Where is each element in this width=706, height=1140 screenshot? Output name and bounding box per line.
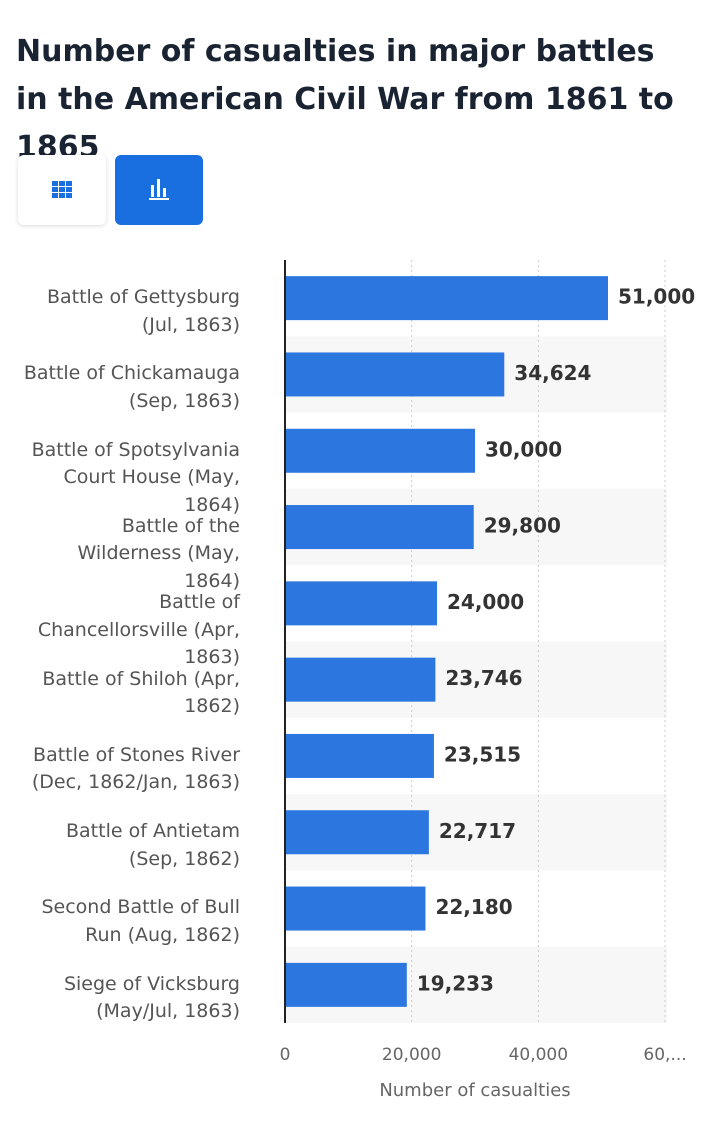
chart-title: Number of casualties in major battles in…	[16, 34, 674, 165]
x-tick-label: 40,000	[509, 1045, 568, 1065]
y-tick-label: Second Battle of Bull Run (Aug, 1862)	[41, 896, 240, 946]
y-tick-label: Battle of Stones River (Dec, 1862/Jan, 1…	[31, 743, 240, 794]
row-band	[285, 794, 667, 871]
table-icon	[52, 181, 72, 198]
bar	[285, 276, 608, 321]
y-tick-label: Battle of Shiloh (Apr, 1862)	[42, 667, 240, 718]
y-tick-label: Battle of the Wilderness (May, 1864)	[77, 514, 240, 592]
x-axis-label: Number of casualties	[379, 1080, 570, 1101]
row-band	[285, 641, 667, 718]
bar	[285, 428, 475, 473]
chart-view-button[interactable]	[115, 155, 203, 225]
row-band	[285, 946, 667, 1023]
y-tick-label: Siege of Vicksburg (May/Jul, 1863)	[63, 972, 240, 1023]
x-tick-label: 60,...	[643, 1045, 686, 1065]
y-tick-label: Battle of Antietam (Sep, 1862)	[66, 820, 240, 870]
table-view-button[interactable]	[18, 155, 106, 225]
value-label: 51,000	[618, 285, 695, 309]
value-label: 23,746	[445, 666, 522, 690]
value-label: 24,000	[447, 590, 524, 614]
bar	[285, 886, 426, 931]
y-tick-label: Battle of Gettysburg (Jul, 1863)	[46, 286, 240, 336]
x-tick-label: 20,000	[382, 1045, 441, 1065]
x-tick-label: 0	[280, 1045, 291, 1065]
y-tick-label: Battle of Spotsylvania Court House (May,…	[31, 438, 240, 516]
bar	[285, 581, 437, 626]
row-band	[285, 336, 667, 413]
value-label: 19,233	[417, 971, 494, 995]
bar	[285, 657, 436, 702]
chart-icon	[149, 179, 169, 200]
value-label: 23,515	[444, 742, 521, 766]
value-label: 29,800	[484, 514, 561, 538]
value-label: 34,624	[514, 361, 591, 385]
bar	[285, 352, 505, 397]
value-label: 22,717	[439, 819, 516, 843]
bar	[285, 810, 429, 855]
bar	[285, 733, 434, 778]
y-tick-label: Battle of Chancellorsville (Apr, 1863)	[37, 591, 240, 669]
row-band	[285, 488, 667, 566]
value-label: 22,180	[435, 895, 512, 919]
y-tick-label: Battle of Chickamauga (Sep, 1863)	[23, 362, 240, 412]
bar	[285, 505, 474, 550]
bar	[285, 962, 407, 1007]
value-label: 30,000	[485, 437, 562, 461]
